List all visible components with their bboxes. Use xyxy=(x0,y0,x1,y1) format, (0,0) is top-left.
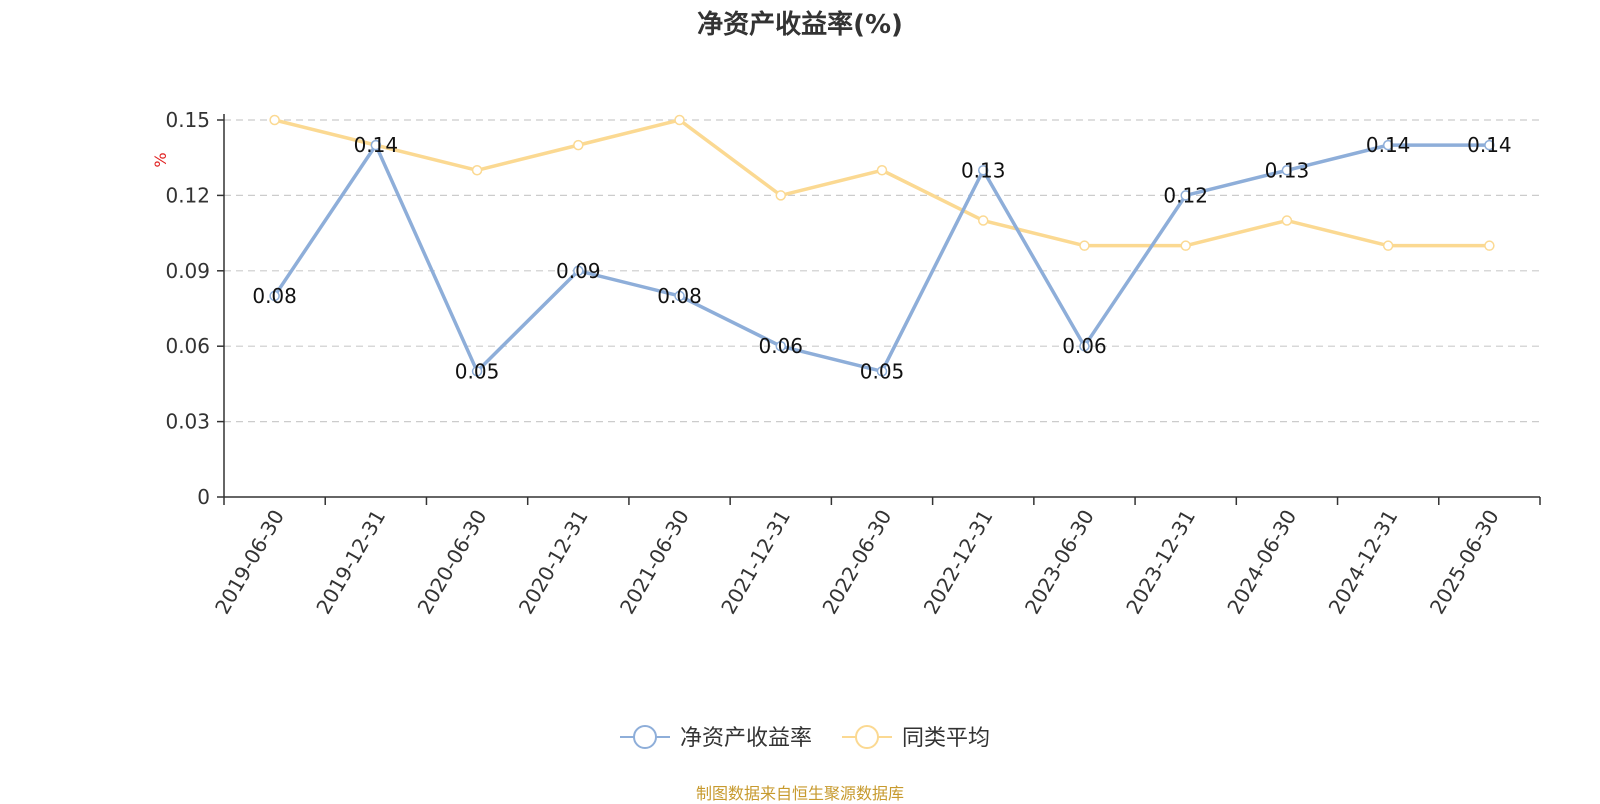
source-note: 制图数据来自恒生聚源数据库 xyxy=(695,784,904,803)
x-tick-label: 2019-12-31 xyxy=(311,506,390,619)
data-point xyxy=(876,165,888,176)
x-tick-label: 2025-06-30 xyxy=(1425,506,1504,619)
data-point xyxy=(1484,240,1495,251)
data-label: 0.13 xyxy=(1265,158,1310,182)
x-tick-label: 2020-12-31 xyxy=(514,506,593,619)
data-point xyxy=(573,139,584,151)
y-tick-label: 0.09 xyxy=(165,259,210,283)
x-tick-label: 2023-06-30 xyxy=(1020,506,1099,619)
data-label: 0.06 xyxy=(759,334,804,358)
data-point xyxy=(1180,240,1191,251)
x-tick-label: 2024-12-31 xyxy=(1324,506,1403,619)
data-point xyxy=(1484,139,1495,151)
x-tick-label: 2023-12-31 xyxy=(1121,506,1200,619)
y-tick-label: 0.15 xyxy=(165,108,210,132)
data-point xyxy=(269,290,280,302)
data-label: 0.09 xyxy=(556,259,601,283)
data-point xyxy=(471,165,483,176)
data-point xyxy=(775,190,787,201)
y-axis-label: % xyxy=(151,152,170,167)
data-point xyxy=(1180,190,1191,201)
data-point xyxy=(775,340,787,352)
series-line xyxy=(274,118,1490,248)
data-point xyxy=(1382,240,1394,251)
y-tick-label: 0.03 xyxy=(165,410,210,434)
y-tick-label: 0.12 xyxy=(165,183,210,207)
data-point xyxy=(1079,340,1090,352)
data-point xyxy=(1382,139,1394,151)
y-tick-label: 0 xyxy=(197,485,210,509)
data-point xyxy=(977,215,989,226)
legend-label: 净资产收益率 xyxy=(680,726,812,751)
data-point xyxy=(1281,215,1293,226)
x-tick-label: 2021-06-30 xyxy=(615,506,694,619)
data-point xyxy=(1079,240,1090,251)
data-label: 0.14 xyxy=(354,133,399,157)
data-point xyxy=(674,114,685,126)
data-point xyxy=(471,366,483,377)
data-label: 0.05 xyxy=(455,359,500,383)
x-tick-label: 2024-06-30 xyxy=(1222,506,1301,619)
data-point xyxy=(370,139,382,151)
y-tick-label: 0.06 xyxy=(165,334,210,358)
data-point xyxy=(269,114,280,126)
data-point xyxy=(876,366,888,377)
x-tick-label: 2022-06-30 xyxy=(817,506,896,619)
data-label: 0.08 xyxy=(252,284,297,308)
data-label: 0.14 xyxy=(1467,133,1512,157)
data-point xyxy=(1281,165,1293,176)
legend-swatch-marker xyxy=(633,725,657,749)
data-label: 0.08 xyxy=(657,284,702,308)
x-tick-label: 2019-06-30 xyxy=(210,506,289,619)
x-tick-label: 2020-06-30 xyxy=(413,506,492,619)
data-label: 0.14 xyxy=(1366,133,1411,157)
data-label: 0.12 xyxy=(1163,183,1208,207)
data-label: 0.06 xyxy=(1062,334,1107,358)
x-tick-label: 2022-12-31 xyxy=(919,506,998,619)
chart-title: 净资产收益率(%) xyxy=(697,10,903,40)
data-label: 0.13 xyxy=(961,158,1006,182)
data-label: 0.05 xyxy=(860,359,905,383)
data-point xyxy=(573,265,584,277)
x-tick-label: 2021-12-31 xyxy=(716,506,795,619)
data-point xyxy=(977,165,989,176)
legend-label: 同类平均 xyxy=(902,726,990,751)
data-point xyxy=(674,290,685,302)
legend-swatch-marker xyxy=(855,725,879,749)
